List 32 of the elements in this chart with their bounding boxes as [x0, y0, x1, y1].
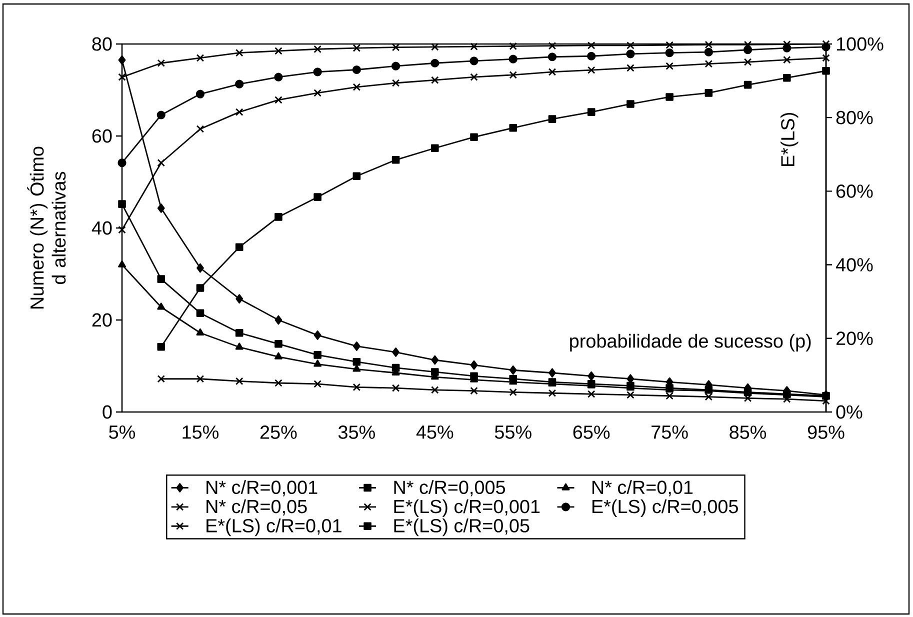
y-tick-label: 60	[92, 129, 112, 143]
legend-label: N* c/R=0,005	[394, 480, 506, 496]
y2-tick-label: 0%	[836, 405, 862, 419]
y-tick-label: 0	[102, 405, 112, 419]
y2-tick-label: 100%	[836, 37, 884, 51]
x-tick-label: 35%	[338, 426, 375, 439]
x-tick-label: 95%	[808, 426, 844, 439]
x-tick-label: 85%	[730, 426, 766, 439]
y2-axis-title: E*(LS)	[780, 112, 798, 166]
x-tick-label: 25%	[260, 426, 297, 439]
x-tick-label: 65%	[573, 426, 610, 439]
x-tick-label: 15%	[182, 426, 218, 439]
legend-label: E*(LS) c/R=0,05	[394, 518, 530, 536]
x-axis-title: probabilidade de sucesso (p)	[570, 334, 811, 352]
y2-tick-label: 20%	[836, 332, 873, 346]
y-tick-label: 20	[92, 313, 112, 327]
y-tick-label: 40	[92, 221, 112, 235]
x-tick-label: 5%	[109, 426, 136, 439]
legend-label: N* c/R=0,01	[592, 480, 693, 496]
y-axis-title: Numero (N*) Ótimo d alternativas	[27, 146, 66, 308]
y2-tick-label: 60%	[836, 184, 873, 198]
y2-tick-label: 40%	[836, 258, 873, 272]
legend-label: N* c/R=0,001	[206, 480, 318, 496]
x-tick-label: 55%	[494, 426, 532, 439]
legend-label: E*(LS) c/R=0,01	[206, 518, 342, 536]
x-tick-label: 75%	[652, 426, 688, 439]
legend-label: E*(LS) c/R=0,001	[394, 499, 540, 517]
legend-label: N* c/R=0,05	[206, 499, 307, 516]
y-tick-label: 80	[92, 37, 112, 51]
y2-tick-label: 80%	[836, 110, 873, 124]
legend-label: E*(LS) c/R=0,005	[592, 499, 738, 517]
x-tick-label: 45%	[416, 426, 454, 439]
